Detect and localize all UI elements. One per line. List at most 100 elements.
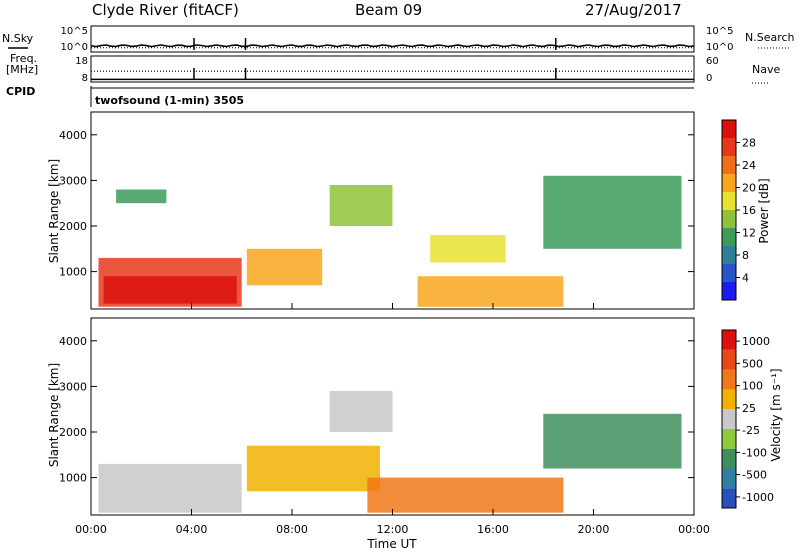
xtick-label-2: 08:00: [276, 523, 308, 536]
colorbar-tick-label-3: 25: [742, 402, 756, 415]
power-data-regions: [98, 175, 682, 307]
noise-left-tick-bottom: 10^0: [61, 42, 88, 53]
data-region-4: [543, 413, 682, 469]
freq-unit-label: [MHz]: [6, 63, 38, 76]
colorbar-swatch-8: [722, 330, 736, 350]
cpid-label: CPID: [6, 85, 35, 98]
velocity-data-regions: [98, 391, 682, 513]
noise-right-tick-top: 10^5: [706, 26, 733, 37]
frequency-panel-frame: [90, 55, 695, 83]
ytick-label-3000: 3000: [59, 174, 87, 187]
nave-label: Nave: [752, 63, 780, 76]
nsearch-label: N.Search: [745, 31, 795, 44]
colorbar-swatch-1: [722, 468, 736, 489]
xtick-label-1: 04:00: [176, 523, 208, 536]
velocity-colorbar-label: Velocity [m s⁻¹]: [769, 368, 783, 461]
cpid-panel: twofsound (1-min) 3505: [90, 86, 694, 107]
colorbar-swatch-0: [722, 488, 736, 508]
colorbar-tick-label-0: 1000: [742, 335, 770, 348]
time-xlabel: Time UT: [366, 537, 417, 551]
ytick-label-3000: 3000: [59, 380, 87, 393]
colorbar-tick-label-4: -25: [742, 424, 760, 437]
time-xaxis: 00:00 04:00 08:00 12:00 16:00 20:00 00:00: [75, 303, 710, 536]
noise-right-tick-bottom: 10^0: [706, 42, 733, 53]
xtick-label-4: 16:00: [477, 523, 509, 536]
frequency-panel: 18 8 60 0: [75, 55, 719, 84]
colorbar-tick-label-0: 4: [742, 272, 749, 285]
colorbar-tick-label-6: 28: [742, 137, 756, 150]
nave-right-tick-bottom: 0: [706, 73, 712, 84]
colorbar-swatch-7: [722, 156, 736, 174]
data-region-7: [543, 175, 682, 249]
data-region-6: [116, 189, 167, 204]
ytick-label-1000: 1000: [59, 472, 87, 485]
velocity-yaxis: 1000 2000 3000 4000: [59, 335, 694, 485]
power-yaxis: 1000 2000 3000 4000: [59, 129, 694, 279]
power-colorbar: 4 8 12 16 20 24 28: [721, 119, 756, 301]
data-region-2: [367, 477, 564, 513]
colorbar-tick-label-6: -500: [742, 469, 767, 482]
freq-left-tick-top: 18: [75, 56, 88, 67]
ytick-label-2000: 2000: [59, 426, 87, 439]
colorbar-tick-label-2: 100: [742, 380, 763, 393]
xtick-label-5: 20:00: [578, 523, 610, 536]
colorbar-tick-label-1: 500: [742, 357, 763, 370]
freq-label: Freq.: [10, 52, 37, 65]
freq-left-tick-bottom: 8: [82, 73, 88, 84]
noise-left-tick-top: 10^5: [61, 26, 88, 37]
colorbar-swatch-3: [722, 228, 736, 246]
power-ylabel: Slant Range [km]: [47, 159, 61, 263]
colorbar-tick-label-5: 24: [742, 159, 756, 172]
velocity-colorbar: 1000 500 100 25 -25 -100 -500 -1000: [721, 329, 774, 509]
colorbar-swatch-8: [722, 138, 736, 156]
xtick-label-3: 12:00: [377, 523, 409, 536]
date-title: 27/Aug/2017: [585, 1, 682, 19]
colorbar-swatch-1: [722, 264, 736, 282]
colorbar-swatch-7: [722, 349, 736, 370]
colorbar-tick-label-7: -1000: [742, 491, 774, 504]
noise-panel: 10^5 10^0 10^5 10^0: [61, 25, 733, 53]
colorbar-tick-label-4: 20: [742, 182, 756, 195]
colorbar-swatch-2: [722, 448, 736, 469]
data-region-2: [246, 248, 323, 286]
colorbar-tick-label-2: 12: [742, 227, 756, 240]
nave-right-tick-top: 60: [706, 56, 719, 67]
data-region-1: [103, 276, 237, 304]
power-colorbar-label: Power [dB]: [757, 178, 771, 243]
nsky-label: N.Sky: [2, 32, 34, 45]
station-title: Clyde River (fitACF): [92, 1, 239, 19]
velocity-ylabel: Slant Range [km]: [47, 363, 61, 467]
power-panel: 1000 2000 3000 4000 Slant Range [km]: [47, 111, 695, 310]
cpid-text: twofsound (1-min) 3505: [95, 94, 244, 107]
colorbar-tick-label-5: -100: [742, 446, 767, 459]
xtick-label-6: 00:00: [678, 523, 710, 536]
data-region-4: [329, 185, 393, 226]
colorbar-swatch-6: [722, 174, 736, 192]
data-region-0: [98, 463, 242, 513]
xtick-label-0: 00:00: [75, 523, 107, 536]
colorbar-swatch-6: [722, 369, 736, 390]
colorbar-swatch-4: [722, 409, 736, 429]
ytick-label-2000: 2000: [59, 220, 87, 233]
colorbar-frame: [721, 329, 737, 509]
data-region-5: [430, 235, 506, 263]
colorbar-swatch-5: [722, 192, 736, 210]
colorbar-swatch-4: [722, 210, 736, 228]
colorbar-tick-label-3: 16: [742, 204, 756, 217]
colorbar-tick-label-1: 8: [742, 249, 749, 262]
noise-panel-frame: [90, 25, 695, 53]
ytick-label-1000: 1000: [59, 266, 87, 279]
colorbar-swatch-0: [722, 282, 736, 300]
colorbar-swatch-2: [722, 246, 736, 264]
data-region-3: [417, 276, 564, 307]
nsky-series-line: [90, 44, 695, 48]
colorbar-swatch-3: [722, 428, 736, 449]
data-region-1: [246, 445, 380, 492]
colorbar-swatch-5: [722, 389, 736, 410]
beam-title: Beam 09: [355, 1, 422, 19]
ytick-label-4000: 4000: [59, 335, 87, 348]
data-region-3: [329, 391, 393, 432]
colorbar-swatch-9: [722, 120, 736, 138]
